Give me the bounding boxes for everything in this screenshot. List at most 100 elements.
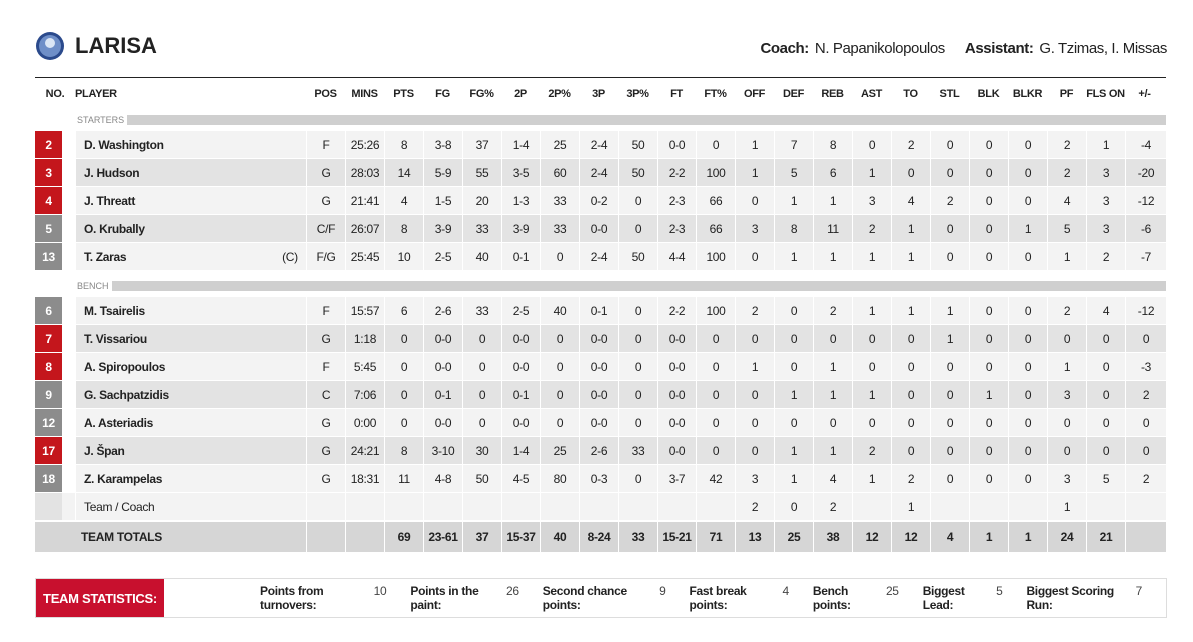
- stat-cell: 4-4: [657, 243, 696, 270]
- stat-cell: 26:07: [345, 215, 384, 242]
- stat-cell: 2-4: [579, 159, 618, 186]
- stat-cell: 0-0: [423, 353, 462, 380]
- section-bar: BENCH: [75, 281, 1166, 291]
- column-header: TO: [903, 88, 918, 100]
- player-number: 9: [35, 381, 62, 408]
- stat-cell: [1125, 522, 1166, 552]
- stat-cell: 1: [852, 465, 891, 492]
- column-header: STL: [939, 88, 960, 100]
- stat-cell: 5-9: [423, 159, 462, 186]
- stat-cell: 0: [930, 243, 969, 270]
- stat-cell: 1: [813, 353, 852, 380]
- stat-cell: F: [306, 353, 345, 380]
- stat-cell: 1: [774, 465, 813, 492]
- stat-cell: 100: [696, 243, 735, 270]
- stat-cell: 60: [540, 159, 579, 186]
- stat-cell: 0: [696, 131, 735, 158]
- player-name: G. Sachpatzidis: [75, 381, 275, 408]
- stat-cell: 0: [852, 325, 891, 352]
- stat-cell: 0-1: [501, 381, 540, 408]
- stat-cell: 2-6: [579, 437, 618, 464]
- coach-label: Coach:: [760, 40, 809, 57]
- stat-cell: 1: [774, 381, 813, 408]
- stat-cell: [696, 493, 735, 520]
- stat-cell: 0: [852, 409, 891, 436]
- stat-cell: 0: [1047, 437, 1086, 464]
- coach: N. Papanikolopoulos: [814, 40, 945, 57]
- stat-cell: 1: [891, 297, 930, 324]
- player-name: A. Spiropoulos: [75, 353, 275, 380]
- stat-cell: 0-0: [579, 381, 618, 408]
- player-row: 3 J. Hudson G 28:03 14 5-9 55 3-5 60 2-4 50 2-2 100 1…: [35, 159, 1166, 186]
- stat-cell: 0: [384, 353, 423, 380]
- stat-cell: 4: [1086, 297, 1125, 324]
- player-name: T. Vissariou: [75, 325, 275, 352]
- stat-cell: 0-1: [501, 243, 540, 270]
- stat-cell: 0-0: [579, 215, 618, 242]
- team-stat-value: 10: [373, 584, 387, 598]
- stat-cell: 0: [1047, 325, 1086, 352]
- stat-cell: G: [306, 409, 345, 436]
- stat-cell: 12: [891, 522, 930, 552]
- stat-cell: 0: [930, 131, 969, 158]
- stat-cell: 15-37: [501, 522, 540, 552]
- stat-cell: 1: [1086, 131, 1125, 158]
- column-header: FT%: [704, 88, 727, 100]
- stat-cell: [306, 522, 345, 552]
- stat-cell: 1: [735, 353, 774, 380]
- player-name: Team / Coach: [75, 493, 275, 520]
- stat-cell: F: [306, 131, 345, 158]
- stat-cell: 66: [696, 187, 735, 214]
- stat-cell: 3-10: [423, 437, 462, 464]
- player-row: 12 A. Asteriadis G 0:00 0 0-0 0 0-0 0 0-0 0 0-0 0 0 0 0…: [35, 409, 1166, 436]
- stat-cell: 0: [1008, 381, 1047, 408]
- stat-cell: 2: [813, 297, 852, 324]
- stat-cell: 2-4: [579, 131, 618, 158]
- column-header: BLKR: [1012, 88, 1043, 100]
- stat-cell: 0: [462, 325, 501, 352]
- stat-cell: 0: [891, 381, 930, 408]
- stat-cell: 0: [735, 381, 774, 408]
- stat-cell: 50: [618, 243, 657, 270]
- stat-cell: 2-5: [501, 297, 540, 324]
- header-row: NO. PLAYER POS MINS PTS FG FG% 2P 2P% 3P 3P% FT FT% O…: [35, 80, 1166, 108]
- stat-cell: 0:00: [345, 409, 384, 436]
- stat-cell: [540, 493, 579, 520]
- stat-cell: 37: [462, 131, 501, 158]
- stat-cell: 0: [1008, 465, 1047, 492]
- team-stat-name: Fast break points:: [689, 584, 747, 612]
- player-row: 8 A. Spiropoulos F 5:45 0 0-0 0 0-0 0 0-0 0 0-0 0 1 0 1…: [35, 353, 1166, 380]
- stat-cell: 0-0: [579, 353, 618, 380]
- stat-cell: 0: [540, 243, 579, 270]
- column-header: OFF: [743, 88, 766, 100]
- stat-cell: 0: [969, 243, 1008, 270]
- stat-cell: 23-61: [423, 522, 462, 552]
- team-stat-name: Biggest Lead:: [922, 584, 965, 612]
- column-header: PTS: [393, 88, 414, 100]
- stat-cell: 1: [852, 381, 891, 408]
- stat-cell: 2: [1047, 131, 1086, 158]
- column-header: 2P: [514, 88, 527, 100]
- team-logo: [36, 32, 64, 60]
- stat-cell: 0: [1008, 131, 1047, 158]
- stat-cell: 2-3: [657, 215, 696, 242]
- stat-cell: 0: [969, 187, 1008, 214]
- player-number: 13: [35, 243, 62, 270]
- stat-cell: 0: [930, 159, 969, 186]
- stat-cell: 7: [774, 131, 813, 158]
- player-row: 17 J. Špan G 24:21 8 3-10 30 1-4 25 2-6 33 0-0 0 0 1 1 2…: [35, 437, 1166, 464]
- stat-cell: 0: [813, 409, 852, 436]
- player-row: 13 T. Zaras (C) F/G 25:45 10 2-5 40 0-1 0 2-4 50 4-4…: [35, 243, 1166, 270]
- player-number: 5: [35, 215, 62, 242]
- stat-cell: 8: [384, 215, 423, 242]
- stat-cell: [579, 493, 618, 520]
- stat-cell: 50: [618, 131, 657, 158]
- stat-cell: 0: [735, 243, 774, 270]
- stat-cell: 0: [1008, 243, 1047, 270]
- stat-cell: 0-0: [657, 409, 696, 436]
- stat-cell: 2-3: [657, 187, 696, 214]
- stat-cell: 0: [969, 297, 1008, 324]
- stat-cell: 3: [735, 465, 774, 492]
- stat-cell: 2: [891, 465, 930, 492]
- stat-cell: 50: [618, 159, 657, 186]
